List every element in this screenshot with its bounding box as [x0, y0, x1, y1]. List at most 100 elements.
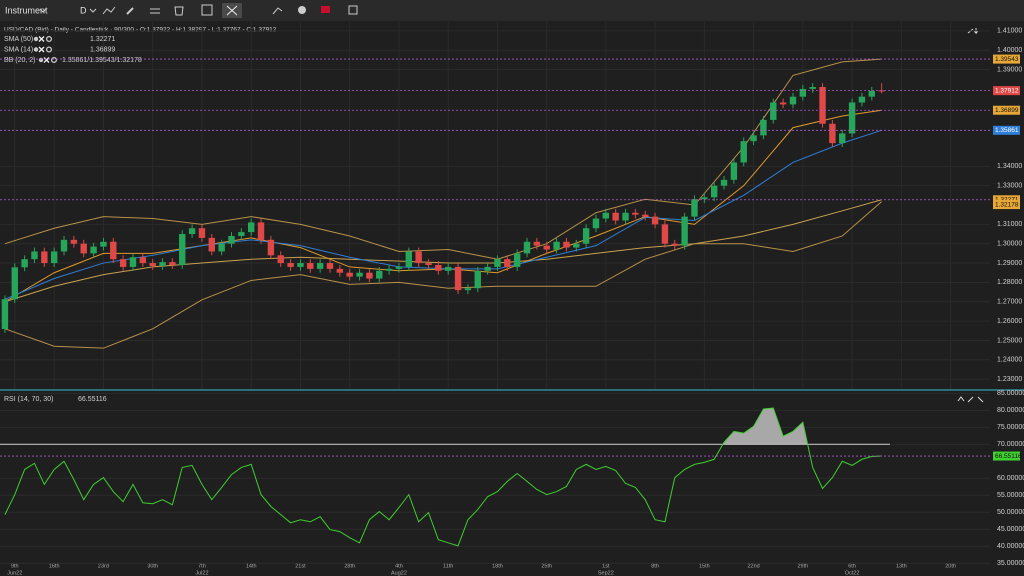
legend-icon: [33, 36, 39, 42]
legend-name: BB (20, 2): [4, 57, 36, 64]
candle-body: [376, 270, 383, 279]
candle-body: [405, 251, 413, 267]
y-tick-label: 1.40000: [997, 47, 1022, 54]
language-flag[interactable]: [321, 6, 330, 13]
price-tag-label: 1.39543: [995, 56, 1019, 63]
instrument-menu[interactable]: Instrument: [5, 5, 48, 15]
candle-body: [592, 218, 600, 229]
pen-tool-button[interactable]: [126, 7, 134, 15]
x-tick-label: 15th: [699, 563, 710, 569]
x-tick-label: 29th: [797, 563, 808, 569]
legend-remove-icon[interactable]: [38, 36, 45, 42]
candle-body: [228, 235, 235, 244]
y-tick-label: 75.00000: [997, 424, 1024, 431]
price-tag-label: 66.55116: [995, 453, 1022, 460]
candle-body: [582, 228, 590, 244]
fib-tool-button[interactable]: [150, 8, 160, 14]
candle-body: [661, 224, 669, 244]
candle-body: [415, 251, 422, 264]
rsi-line: [4, 407, 882, 547]
draw-tool-button[interactable]: [102, 6, 116, 15]
legend-value: 1.36899: [90, 46, 115, 53]
window-button[interactable]: [348, 5, 358, 15]
crosshair-button[interactable]: [226, 5, 238, 16]
candle-body: [799, 88, 807, 97]
candle-body: [730, 162, 738, 180]
theme-button[interactable]: [298, 6, 306, 14]
candle-body: [809, 87, 816, 89]
candle-body: [523, 241, 531, 254]
x-tick-label: 6th: [848, 563, 856, 569]
y-tick-label: 1.39000: [997, 66, 1022, 73]
legend-settings-icon: [50, 56, 58, 64]
y-tick-label: 1.24000: [997, 357, 1022, 364]
x-month-label: Jul22: [195, 570, 208, 576]
candle-body: [632, 212, 639, 215]
y-tick-label: 1.34000: [997, 163, 1022, 170]
candle-body: [425, 263, 432, 265]
candle-body: [671, 243, 678, 246]
candle-body: [553, 241, 560, 250]
x-tick-label: 13th: [896, 563, 907, 569]
y-tick-label: 45.00000: [997, 526, 1024, 533]
layout-button[interactable]: [201, 4, 213, 16]
legend-settings-icon: [45, 35, 53, 43]
candle-body: [474, 270, 481, 289]
legend-remove-icon[interactable]: [38, 46, 45, 53]
toolbar: Instrument D: [0, 0, 1024, 21]
candle-body: [218, 243, 225, 252]
candle-body: [208, 237, 215, 252]
legend-value: 1.35861/1.39543/1.32178: [62, 57, 142, 64]
candle-body: [779, 102, 787, 105]
candle-body: [622, 212, 629, 221]
candle-body: [385, 268, 393, 271]
candle-body: [326, 263, 334, 269]
delete-button[interactable]: [174, 6, 184, 16]
candle-body: [169, 262, 176, 265]
x-tick-label: 7th: [198, 563, 206, 569]
x-tick-label: 22nd: [747, 563, 759, 569]
candle-body: [316, 263, 324, 269]
dropdown-arrow: [89, 8, 97, 13]
x-tick-label: 14th: [246, 563, 257, 569]
price-tag: [993, 200, 1020, 210]
y-tick-label: 60.00000: [997, 475, 1024, 482]
y-tick-label: 85.00000: [997, 390, 1024, 397]
rsi-legend-value: 66.55116: [78, 396, 107, 403]
period-menu[interactable]: D: [80, 5, 87, 15]
y-tick-label: 55.00000: [997, 492, 1024, 499]
candle-body: [188, 228, 196, 235]
x-tick-label: 1st: [602, 563, 610, 569]
legend-icon: [38, 57, 44, 63]
price-tag: [993, 125, 1020, 135]
y-tick-label: 1.31000: [997, 221, 1022, 228]
chart-header: USD/CAD (Bid) - Daily - Candlestick · 90…: [4, 27, 277, 34]
candle-body: [366, 272, 373, 279]
candle-body: [257, 222, 265, 240]
candle-body: [533, 241, 541, 246]
candle-body: [129, 257, 137, 267]
x-tick-label: 18th: [492, 563, 503, 569]
y-tick-label: 1.23000: [997, 376, 1022, 383]
share-button[interactable]: [272, 7, 283, 15]
candle-body: [149, 263, 156, 266]
candle-body: [70, 239, 78, 244]
x-tick-label: 9th: [11, 563, 19, 569]
y-tick-label: 70.00000: [997, 441, 1024, 448]
rsi-panel-controls[interactable]: [957, 396, 984, 403]
candle-body: [60, 239, 68, 252]
candle-body: [642, 214, 649, 217]
legend-remove-icon[interactable]: [43, 57, 50, 63]
y-tick-label: 1.33000: [997, 183, 1022, 190]
candle-body: [100, 241, 107, 247]
price-tag: [993, 54, 1020, 64]
candle-body: [484, 266, 491, 271]
x-tick-label: 28th: [344, 563, 355, 569]
candle-body: [198, 228, 206, 238]
x-tick-label: 4th: [395, 563, 403, 569]
price-tag-label: 1.36899: [995, 107, 1019, 114]
candle-body: [543, 245, 550, 250]
candle-body: [80, 243, 87, 254]
price-tag: [993, 451, 1020, 461]
